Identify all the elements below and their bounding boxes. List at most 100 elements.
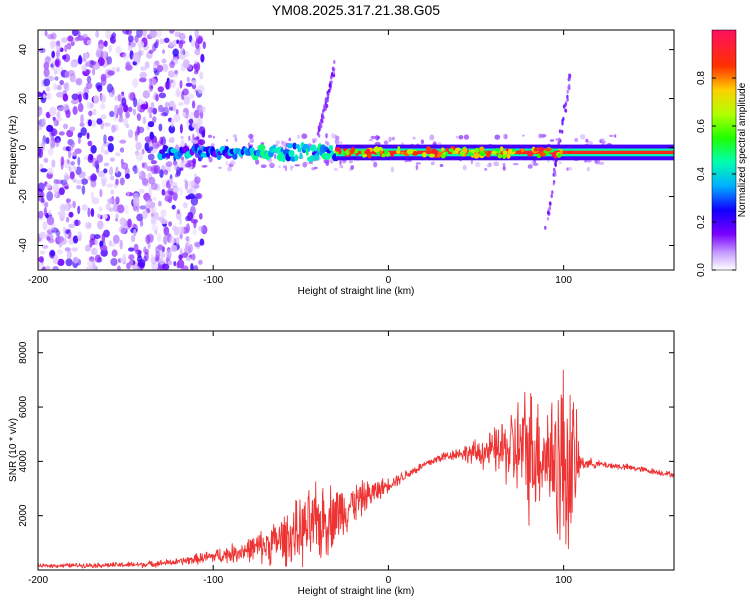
noise-blob — [53, 138, 59, 143]
noise-blob — [163, 235, 168, 245]
noise-blob — [56, 111, 61, 119]
noise-blob — [52, 266, 59, 270]
spectrogram-xlabel: Height of straight line (km) — [298, 286, 415, 297]
noise-blob — [164, 190, 172, 200]
noise-blob — [193, 63, 199, 70]
noise-blob — [494, 164, 500, 167]
noise-blob — [172, 48, 179, 57]
noise-blob — [463, 134, 470, 140]
noise-blob — [43, 207, 48, 217]
noise-blob — [100, 176, 108, 184]
noise-blob — [63, 82, 69, 90]
noise-blob — [118, 118, 124, 123]
noise-blob — [160, 112, 168, 117]
noise-blob — [38, 47, 46, 54]
noise-blob — [311, 161, 314, 165]
noise-blob — [75, 166, 82, 175]
noise-blob — [192, 133, 195, 140]
noise-blob — [192, 228, 197, 236]
noise-blob — [182, 112, 186, 117]
noise-blob — [128, 35, 134, 43]
noise-blob — [176, 39, 180, 44]
noise-blob — [99, 188, 103, 198]
noise-blob — [103, 40, 108, 47]
noise-blob — [90, 145, 97, 154]
noise-blob — [72, 200, 76, 209]
noise-blob — [87, 140, 93, 147]
noise-blob — [174, 31, 182, 38]
noise-blob — [225, 139, 229, 142]
noise-blob — [579, 134, 586, 140]
noise-blob — [98, 206, 103, 212]
noise-blob — [89, 241, 93, 248]
noise-blob — [139, 71, 147, 79]
noise-blob — [64, 70, 70, 78]
noise-blob — [90, 208, 95, 217]
snr-frame — [37, 330, 675, 571]
carrier-blob — [166, 153, 171, 159]
noise-blob — [46, 216, 55, 226]
carrier-blob — [537, 147, 545, 153]
noise-blob — [87, 154, 94, 163]
noise-blob — [188, 243, 193, 253]
noise-blob — [46, 124, 54, 132]
carrier-blob — [422, 152, 427, 158]
noise-blob — [373, 161, 378, 168]
noise-blob — [133, 228, 137, 237]
noise-blob — [128, 247, 135, 252]
noise-blob — [85, 221, 92, 230]
noise-blob — [112, 234, 120, 244]
noise-blob — [62, 182, 69, 188]
noise-blob — [157, 244, 164, 251]
noise-blob — [102, 51, 108, 59]
noise-blob — [462, 164, 467, 171]
noise-blob — [184, 51, 189, 57]
noise-blob — [185, 195, 192, 200]
noise-blob — [119, 139, 127, 144]
noise-blob — [284, 167, 288, 172]
noise-blob — [108, 197, 116, 205]
noise-blob — [94, 237, 98, 246]
noise-blob — [197, 84, 205, 94]
noise-blob — [85, 82, 93, 90]
noise-blob — [193, 241, 202, 248]
noise-blob — [180, 156, 185, 161]
noise-blob — [52, 116, 56, 121]
noise-blob — [83, 92, 88, 100]
noise-blob — [60, 179, 68, 186]
noise-blob — [92, 174, 98, 181]
noise-blob — [65, 232, 69, 239]
noise-blob — [182, 59, 190, 69]
noise-blob — [47, 226, 55, 232]
colorbar-label: Normalized spectral amplitude — [737, 82, 748, 217]
x-tick-label: -200 — [28, 275, 48, 286]
noise-blob — [56, 91, 64, 98]
noise-blob — [45, 137, 50, 145]
x-tick-label: 0 — [386, 275, 392, 286]
noise-blob — [95, 30, 100, 38]
noise-blob — [193, 172, 198, 180]
noise-blob — [404, 160, 408, 163]
noise-blob — [148, 82, 154, 92]
carrier-blob — [428, 153, 435, 158]
noise-blob — [127, 129, 134, 139]
noise-blob — [39, 250, 46, 255]
noise-blob — [420, 139, 424, 144]
noise-blob — [179, 186, 183, 196]
noise-blob — [148, 186, 153, 197]
spur-blob — [558, 129, 562, 134]
noise-blob — [94, 160, 100, 169]
noise-blob — [167, 260, 173, 266]
carrier-blob — [454, 148, 459, 155]
noise-blob — [96, 118, 103, 125]
noise-blob — [158, 104, 164, 113]
x-tick-label: -100 — [203, 575, 223, 586]
spur-blob — [557, 140, 560, 145]
colorbar-gradient — [711, 29, 737, 271]
noise-blob — [186, 188, 192, 195]
noise-blob — [103, 162, 110, 167]
noise-blob — [119, 217, 126, 226]
noise-blob — [227, 166, 232, 172]
carrier-blob — [232, 153, 238, 160]
